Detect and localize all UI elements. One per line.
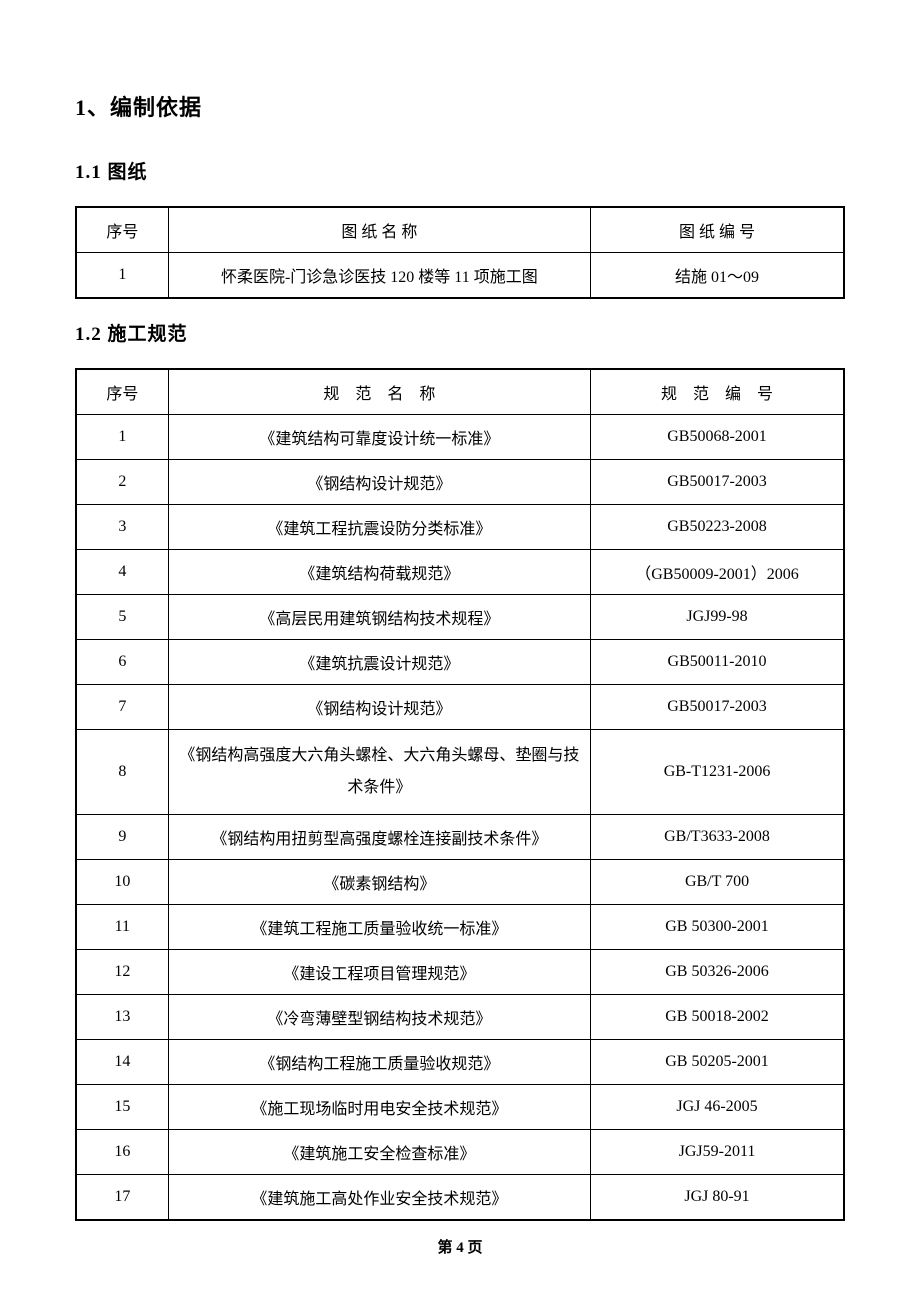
table-row: 12《建设工程项目管理规范》GB 50326-2006 xyxy=(76,950,844,995)
cell-name: 《冷弯薄壁型钢结构技术规范》 xyxy=(168,995,590,1040)
cell-name: 《建设工程项目管理规范》 xyxy=(168,950,590,995)
header-code: 图 纸 编 号 xyxy=(591,207,844,253)
table-row: 4《建筑结构荷载规范》（GB50009-2001）2006 xyxy=(76,550,844,595)
table-row: 17《建筑施工高处作业安全技术规范》JGJ 80-91 xyxy=(76,1175,844,1221)
cell-code: GB50068-2001 xyxy=(591,415,844,460)
cell-name: 《钢结构设计规范》 xyxy=(168,460,590,505)
cell-code: GB/T 700 xyxy=(591,860,844,905)
table-row: 8《钢结构高强度大六角头螺栓、大六角头螺母、垫圈与技术条件》GB-T1231-2… xyxy=(76,730,844,815)
cell-seq: 2 xyxy=(76,460,168,505)
cell-name: 《建筑结构荷载规范》 xyxy=(168,550,590,595)
cell-name: 《钢结构用扭剪型高强度螺栓连接副技术条件》 xyxy=(168,815,590,860)
cell-seq: 1 xyxy=(76,253,168,299)
cell-code: GB50017-2003 xyxy=(591,685,844,730)
cell-code: GB 50326-2006 xyxy=(591,950,844,995)
cell-code: GB50011-2010 xyxy=(591,640,844,685)
cell-code: GB-T1231-2006 xyxy=(591,730,844,815)
cell-name: 《施工现场临时用电安全技术规范》 xyxy=(168,1085,590,1130)
table-row: 2《钢结构设计规范》GB50017-2003 xyxy=(76,460,844,505)
table-row: 5《高层民用建筑钢结构技术规程》JGJ99-98 xyxy=(76,595,844,640)
table-header-row: 序号 规 范 名 称 规 范 编 号 xyxy=(76,369,844,415)
header-code: 规 范 编 号 xyxy=(591,369,844,415)
header-name: 规 范 名 称 xyxy=(168,369,590,415)
table-row: 9《钢结构用扭剪型高强度螺栓连接副技术条件》GB/T3633-2008 xyxy=(76,815,844,860)
drawings-table: 序号 图 纸 名 称 图 纸 编 号 1 怀柔医院-门诊急诊医技 120 楼等 … xyxy=(75,206,845,299)
table-row: 14《钢结构工程施工质量验收规范》GB 50205-2001 xyxy=(76,1040,844,1085)
cell-name: 《建筑结构可靠度设计统一标准》 xyxy=(168,415,590,460)
table-row: 7《钢结构设计规范》GB50017-2003 xyxy=(76,685,844,730)
table-row: 15《施工现场临时用电安全技术规范》JGJ 46-2005 xyxy=(76,1085,844,1130)
cell-code: JGJ99-98 xyxy=(591,595,844,640)
cell-code: GB 50300-2001 xyxy=(591,905,844,950)
cell-seq: 17 xyxy=(76,1175,168,1221)
header-seq: 序号 xyxy=(76,207,168,253)
table-row: 16《建筑施工安全检查标准》JGJ59-2011 xyxy=(76,1130,844,1175)
cell-name: 《高层民用建筑钢结构技术规程》 xyxy=(168,595,590,640)
section-2-heading: 1.2 施工规范 xyxy=(75,319,845,346)
cell-seq: 4 xyxy=(76,550,168,595)
cell-seq: 6 xyxy=(76,640,168,685)
header-name: 图 纸 名 称 xyxy=(168,207,590,253)
table-row: 1《建筑结构可靠度设计统一标准》GB50068-2001 xyxy=(76,415,844,460)
cell-name: 《建筑工程施工质量验收统一标准》 xyxy=(168,905,590,950)
cell-code: JGJ59-2011 xyxy=(591,1130,844,1175)
cell-name: 《钢结构高强度大六角头螺栓、大六角头螺母、垫圈与技术条件》 xyxy=(168,730,590,815)
cell-code: JGJ 80-91 xyxy=(591,1175,844,1221)
header-seq: 序号 xyxy=(76,369,168,415)
main-heading: 1、编制依据 xyxy=(75,90,845,122)
cell-seq: 11 xyxy=(76,905,168,950)
cell-code: JGJ 46-2005 xyxy=(591,1085,844,1130)
cell-seq: 12 xyxy=(76,950,168,995)
table-row: 3《建筑工程抗震设防分类标准》GB50223-2008 xyxy=(76,505,844,550)
page-footer: 第 4 页 xyxy=(0,1236,920,1257)
cell-name: 《建筑抗震设计规范》 xyxy=(168,640,590,685)
cell-seq: 5 xyxy=(76,595,168,640)
table-header-row: 序号 图 纸 名 称 图 纸 编 号 xyxy=(76,207,844,253)
table-row: 6《建筑抗震设计规范》GB50011-2010 xyxy=(76,640,844,685)
cell-seq: 13 xyxy=(76,995,168,1040)
drawings-table-body: 1 怀柔医院-门诊急诊医技 120 楼等 11 项施工图 结施 01～09 xyxy=(76,253,844,299)
cell-code: GB 50018-2002 xyxy=(591,995,844,1040)
cell-name: 《钢结构设计规范》 xyxy=(168,685,590,730)
table-row: 10《碳素钢结构》GB/T 700 xyxy=(76,860,844,905)
cell-seq: 16 xyxy=(76,1130,168,1175)
cell-seq: 1 xyxy=(76,415,168,460)
cell-seq: 9 xyxy=(76,815,168,860)
cell-seq: 8 xyxy=(76,730,168,815)
specifications-table: 序号 规 范 名 称 规 范 编 号 1《建筑结构可靠度设计统一标准》GB500… xyxy=(75,368,845,1221)
table-row: 11《建筑工程施工质量验收统一标准》GB 50300-2001 xyxy=(76,905,844,950)
cell-seq: 7 xyxy=(76,685,168,730)
cell-code: GB/T3633-2008 xyxy=(591,815,844,860)
cell-name: 《建筑施工安全检查标准》 xyxy=(168,1130,590,1175)
cell-seq: 15 xyxy=(76,1085,168,1130)
cell-name: 《建筑施工高处作业安全技术规范》 xyxy=(168,1175,590,1221)
section-1-heading: 1.1 图纸 xyxy=(75,157,845,184)
cell-name: 《钢结构工程施工质量验收规范》 xyxy=(168,1040,590,1085)
cell-seq: 10 xyxy=(76,860,168,905)
cell-seq: 3 xyxy=(76,505,168,550)
cell-code: GB50223-2008 xyxy=(591,505,844,550)
cell-name: 《碳素钢结构》 xyxy=(168,860,590,905)
table-row: 1 怀柔医院-门诊急诊医技 120 楼等 11 项施工图 结施 01～09 xyxy=(76,253,844,299)
cell-name: 《建筑工程抗震设防分类标准》 xyxy=(168,505,590,550)
cell-seq: 14 xyxy=(76,1040,168,1085)
cell-code: 结施 01～09 xyxy=(591,253,844,299)
cell-name: 怀柔医院-门诊急诊医技 120 楼等 11 项施工图 xyxy=(168,253,590,299)
table-row: 13《冷弯薄壁型钢结构技术规范》GB 50018-2002 xyxy=(76,995,844,1040)
cell-code: GB50017-2003 xyxy=(591,460,844,505)
cell-code: （GB50009-2001）2006 xyxy=(591,550,844,595)
cell-code: GB 50205-2001 xyxy=(591,1040,844,1085)
specifications-table-body: 1《建筑结构可靠度设计统一标准》GB50068-20012《钢结构设计规范》GB… xyxy=(76,415,844,1221)
